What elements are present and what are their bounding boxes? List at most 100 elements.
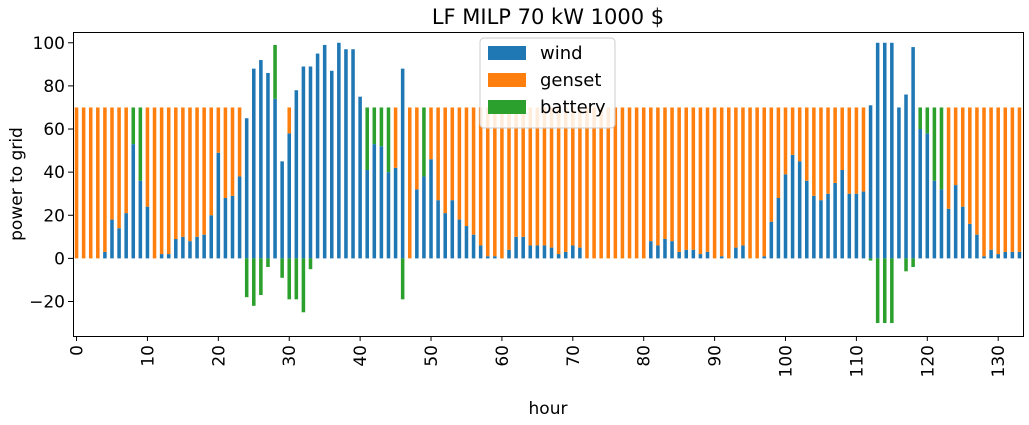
genset-bar (797, 107, 802, 162)
genset-bar (989, 107, 993, 250)
wind-bar (762, 256, 766, 259)
battery-bar (932, 107, 937, 181)
x-tick-label: 0 (68, 345, 88, 356)
genset-bar (968, 107, 972, 224)
genset-bar (783, 107, 788, 175)
genset-bar (684, 107, 689, 250)
genset-bar (585, 107, 589, 259)
wind-bar (174, 238, 178, 259)
wind-bar (734, 247, 738, 259)
wind-bar (741, 245, 745, 259)
genset-bar (1010, 107, 1015, 252)
y-tick-label: −20 (29, 293, 65, 313)
wind-bar (911, 47, 915, 259)
genset-bar (287, 107, 291, 134)
wind-bar (875, 42, 880, 259)
battery-bar (868, 258, 873, 261)
wind-bar (890, 42, 894, 259)
wind-bar (280, 161, 284, 259)
genset-bar (103, 107, 107, 252)
genset-bar (627, 107, 632, 259)
wind-bar (960, 206, 965, 259)
genset-bar (592, 107, 596, 259)
genset-bar (159, 107, 164, 255)
genset-bar (670, 107, 674, 242)
battery-bar (252, 258, 256, 306)
wind-bar (103, 251, 107, 259)
plot-frame (73, 32, 1024, 337)
wind-legend-label: wind (540, 43, 583, 64)
wind-bar (670, 241, 674, 259)
wind-bar (528, 245, 533, 259)
battery-bar (372, 107, 377, 145)
genset-bar (485, 107, 490, 257)
genset-bar (606, 107, 611, 259)
genset-bar (698, 107, 703, 255)
battery-bar (244, 258, 249, 298)
wind-bar (372, 144, 377, 259)
genset-bar (436, 107, 440, 201)
genset-bar (663, 107, 667, 239)
wind-bar (358, 96, 362, 259)
battery-bar (365, 107, 369, 170)
y-tick-label: 0 (54, 249, 65, 269)
y-tick-label: 80 (43, 77, 65, 97)
wind-bar (301, 66, 306, 259)
battery-bar (904, 258, 908, 272)
genset-bar (407, 107, 412, 259)
wind-bar (946, 208, 951, 259)
wind-bar (429, 159, 433, 259)
wind-bar (273, 98, 277, 259)
genset-bar (478, 107, 483, 246)
genset-bar (145, 107, 150, 207)
wind-bar (485, 256, 490, 259)
x-tick-label: 130 (989, 345, 1009, 377)
genset-bar (493, 107, 497, 257)
battery-bar (890, 258, 894, 324)
wind-bar (1003, 251, 1008, 259)
wind-bar (308, 66, 313, 259)
wind-bar (344, 49, 348, 259)
wind-bar (464, 226, 469, 259)
wind-bar (556, 254, 561, 259)
genset-bar (727, 107, 731, 259)
genset-bar (429, 107, 433, 160)
x-tick-label: 120 (918, 345, 938, 377)
genset-bar (216, 107, 221, 153)
x-tick-label: 90 (706, 345, 726, 367)
genset-bar (563, 107, 568, 252)
genset-bar (960, 107, 965, 207)
wind-bar (826, 193, 830, 259)
wind-bar (230, 195, 235, 259)
wind-bar (563, 251, 568, 259)
wind-bar (379, 146, 384, 259)
genset-bar (769, 107, 774, 222)
genset-bar (854, 107, 859, 194)
genset-bar (450, 107, 455, 201)
battery-bar (273, 44, 277, 99)
wind-legend-swatch (488, 46, 526, 60)
wind-bar (719, 256, 724, 259)
x-tick-label: 10 (138, 345, 158, 367)
genset-bar (443, 107, 447, 214)
battery-bar (379, 107, 384, 147)
genset-bar (847, 107, 852, 194)
y-tick-label: 60 (43, 120, 65, 140)
genset-bar (975, 107, 979, 235)
genset-bar (195, 107, 199, 237)
wind-bar (1017, 251, 1022, 259)
battery-bar (280, 258, 284, 278)
wind-bar (159, 254, 164, 259)
genset-bar (188, 107, 192, 242)
genset-bar (755, 107, 759, 259)
x-tick-label: 20 (209, 345, 229, 367)
wind-bar (691, 249, 696, 259)
genset-bar (982, 107, 986, 257)
genset-bar (649, 107, 653, 242)
genset-bar (166, 107, 171, 255)
wind-bar (840, 169, 844, 259)
x-tick-label: 50 (422, 345, 442, 367)
wind-bar (337, 42, 341, 259)
genset-bar (946, 107, 951, 209)
